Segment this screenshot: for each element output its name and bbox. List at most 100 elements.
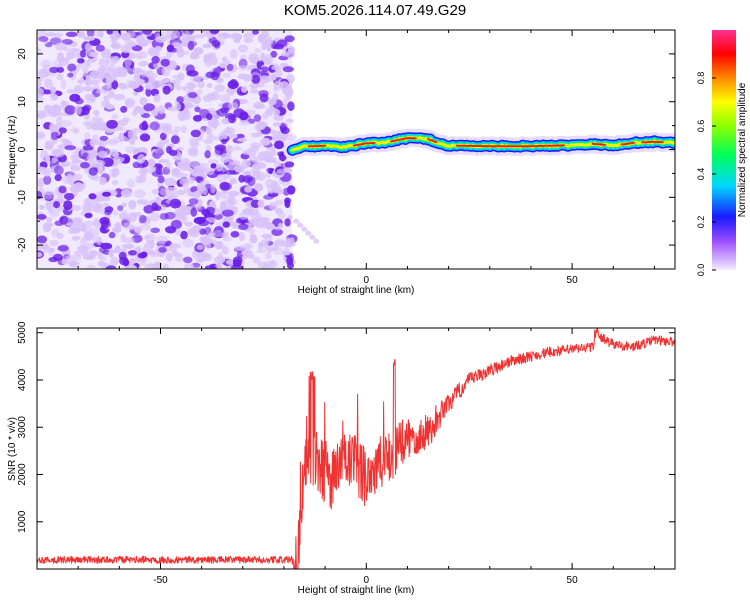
noise-blob xyxy=(106,83,112,88)
noise-blob xyxy=(265,110,273,115)
noise-blob xyxy=(50,86,56,92)
noise-blob xyxy=(43,167,52,177)
noise-blob xyxy=(270,157,277,164)
noise-blob xyxy=(53,201,60,209)
noise-blob xyxy=(265,252,272,260)
noise-blob xyxy=(39,205,45,210)
noise-blob xyxy=(112,210,119,216)
colorbar-tick-label: 0.0 xyxy=(696,264,706,277)
y-tick-label: 2000 xyxy=(17,463,28,486)
noise-blob xyxy=(93,32,104,38)
noise-blob xyxy=(54,32,63,38)
noise-blob xyxy=(91,116,102,126)
noise-blob xyxy=(64,145,77,151)
noise-blob xyxy=(229,160,241,166)
noise-blob xyxy=(243,32,255,39)
noise-blob xyxy=(277,212,286,219)
noise-blob xyxy=(208,133,215,140)
noise-blob xyxy=(177,173,189,178)
noise-blob xyxy=(181,125,187,134)
noise-blob xyxy=(196,182,204,193)
noise-blob xyxy=(218,32,230,38)
noise-blob xyxy=(54,165,64,176)
noise-blob xyxy=(158,80,166,88)
noise-blob xyxy=(190,207,198,217)
noise-blob xyxy=(124,57,132,67)
noise-blob xyxy=(218,93,230,102)
noise-blob xyxy=(114,245,122,254)
noise-blob xyxy=(152,73,158,79)
noise-blob xyxy=(96,203,104,208)
noise-blob xyxy=(244,242,253,250)
noise-blob xyxy=(174,256,186,262)
noise-blob xyxy=(256,172,267,181)
noise-blob xyxy=(117,205,124,212)
y-tick-label: 20 xyxy=(17,48,28,60)
noise-blob xyxy=(189,161,201,169)
noise-blob xyxy=(51,93,58,101)
noise-blob xyxy=(70,165,81,172)
noise-blob xyxy=(57,245,69,252)
noise-blob xyxy=(51,157,58,164)
noise-blob xyxy=(270,50,278,58)
noise-blob xyxy=(147,263,154,269)
noise-blob xyxy=(53,148,65,158)
noise-blob xyxy=(241,159,251,169)
noise-blob xyxy=(111,55,120,63)
spectrogram-x-axis-label: Height of straight line (km) xyxy=(298,285,415,296)
noise-blob xyxy=(196,244,204,250)
noise-blob xyxy=(297,222,304,228)
noise-blob xyxy=(284,161,295,168)
noise-blob xyxy=(220,201,227,211)
noise-blob xyxy=(169,198,182,209)
noise-blob xyxy=(228,102,238,110)
noise-blob xyxy=(37,47,42,56)
noise-blob xyxy=(184,263,195,269)
noise-blob xyxy=(243,73,251,83)
noise-blob xyxy=(93,159,106,167)
noise-blob xyxy=(193,47,204,55)
noise-blob xyxy=(169,149,178,156)
noise-blob xyxy=(224,169,237,175)
noise-blob xyxy=(213,229,223,238)
noise-blob xyxy=(102,157,114,167)
colorbar: 0.0 0.2 0.4 0.6 0.8 Normalized spectral ampl… xyxy=(696,30,748,276)
noise-blob xyxy=(113,156,125,163)
spectrogram-frame xyxy=(36,29,676,270)
noise-blob xyxy=(196,89,203,95)
noise-blob xyxy=(59,215,69,225)
noise-blob xyxy=(82,249,88,258)
noise-blob xyxy=(176,46,184,53)
noise-blob xyxy=(154,147,165,155)
noise-blob xyxy=(74,105,83,115)
noise-blob xyxy=(222,131,228,140)
noise-blob xyxy=(188,229,200,238)
noise-blob xyxy=(107,91,115,99)
noise-blob xyxy=(58,185,67,194)
noise-blob xyxy=(46,216,53,223)
noise-blob xyxy=(124,146,137,154)
noise-blob xyxy=(97,65,107,73)
noise-blob xyxy=(227,133,238,140)
noise-blob xyxy=(43,190,55,196)
noise-blob xyxy=(171,168,180,176)
noise-blob xyxy=(174,102,181,112)
noise-blob xyxy=(65,222,77,227)
noise-blob xyxy=(301,226,308,232)
noise-blob xyxy=(77,31,86,38)
noise-blob xyxy=(98,176,107,186)
noise-blob xyxy=(200,30,211,37)
noise-blob xyxy=(99,71,108,79)
noise-blob xyxy=(147,250,157,256)
noise-blob xyxy=(274,140,284,150)
noise-blob xyxy=(56,73,64,81)
noise-blob xyxy=(284,218,291,227)
noise-blob xyxy=(264,234,273,243)
noise-blob xyxy=(108,231,116,239)
noise-blob xyxy=(128,200,137,210)
noise-blob xyxy=(110,149,119,157)
noise-blob xyxy=(102,191,111,197)
noise-blob xyxy=(244,186,253,193)
x-tick-label: 0 xyxy=(364,575,370,586)
noise-blob xyxy=(233,146,242,151)
